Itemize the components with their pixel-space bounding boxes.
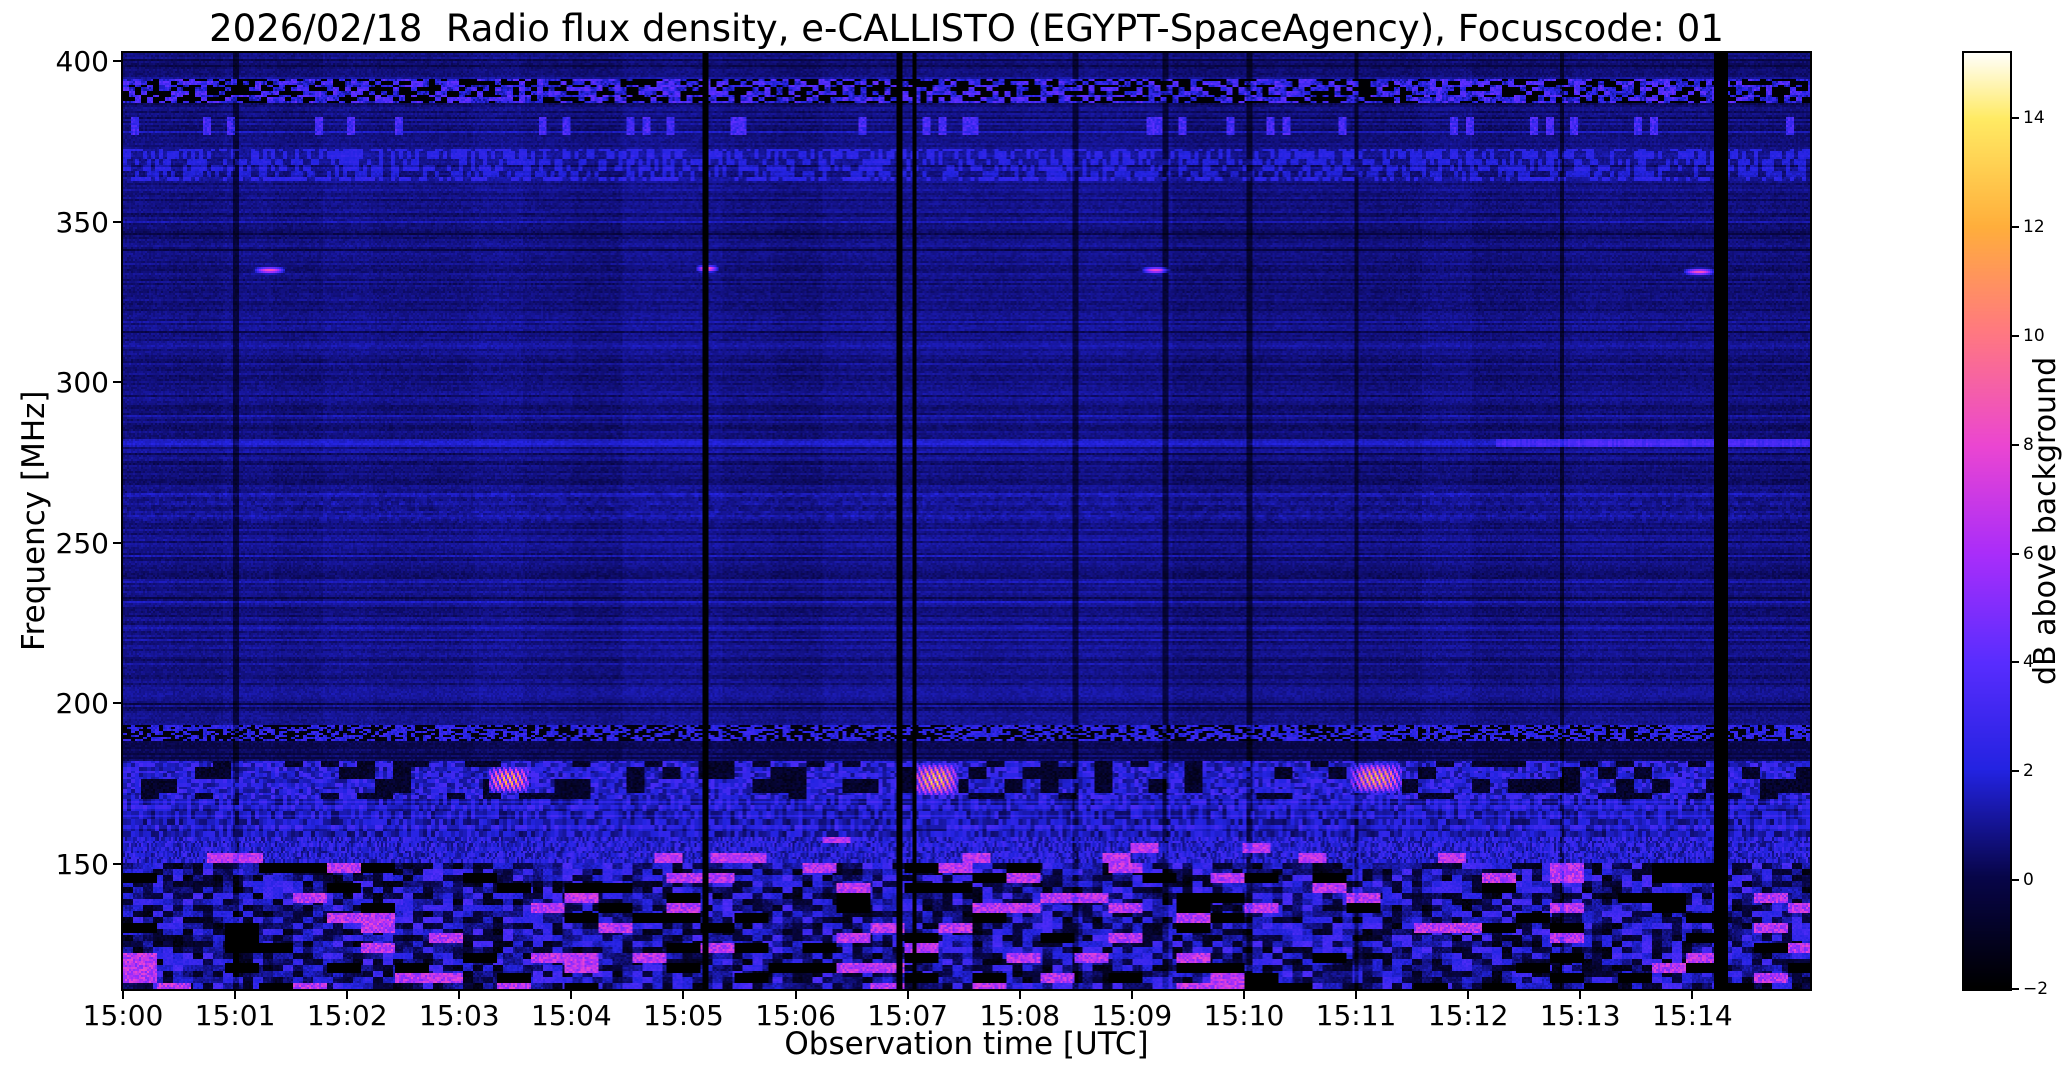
x-tick-mark: [1691, 991, 1694, 999]
x-tick-label: 15:06: [755, 999, 836, 1032]
y-tick-label: 250: [55, 526, 109, 560]
y-tick-mark: [113, 381, 121, 384]
y-tick-mark: [113, 60, 121, 63]
y-tick-label: 200: [55, 687, 109, 721]
x-tick-label: 15:01: [194, 999, 276, 1032]
y-tick-label: 150: [55, 847, 109, 881]
colorbar-tick-mark: [2012, 879, 2019, 882]
colorbar-tick-mark: [2012, 988, 2019, 990]
colorbar: [1964, 53, 2010, 989]
colorbar-tick-mark: [2012, 443, 2019, 446]
spectrogram-canvas: [123, 53, 1810, 989]
x-tick-label: 15:12: [1427, 999, 1509, 1032]
colorbar-tick-label: 10: [2023, 325, 2045, 346]
x-tick-label: 15:02: [306, 999, 388, 1032]
x-tick-label: 15:04: [531, 999, 612, 1032]
x-tick-mark: [794, 991, 797, 999]
x-tick-mark: [682, 991, 685, 999]
x-tick-label: 15:10: [1203, 999, 1285, 1032]
colorbar-tick-label: 4: [2023, 652, 2034, 673]
colorbar-tick-label: 0: [2023, 870, 2034, 891]
y-tick-mark: [113, 862, 121, 865]
x-tick-mark: [1355, 991, 1358, 999]
colorbar-tick-mark: [2012, 334, 2019, 337]
colorbar-tick-label: 8: [2023, 434, 2034, 455]
colorbar-label: dB above background: [2028, 356, 2063, 686]
y-tick-mark: [113, 541, 121, 544]
colorbar-tick-label: 14: [2023, 108, 2045, 129]
x-tick-mark: [1242, 991, 1245, 999]
x-tick-label: 15:07: [867, 999, 948, 1032]
x-tick-label: 15:14: [1651, 999, 1733, 1032]
x-tick-mark: [122, 991, 124, 999]
colorbar-tick-label: 2: [2023, 761, 2034, 782]
colorbar-tick-mark: [2012, 661, 2019, 664]
y-tick-label: 350: [55, 205, 109, 239]
x-tick-label: 15:08: [979, 999, 1061, 1032]
x-tick-label: 15:13: [1539, 999, 1621, 1032]
colorbar-tick-mark: [2012, 117, 2019, 120]
x-tick-mark: [1467, 991, 1470, 999]
x-tick-mark: [234, 991, 237, 999]
x-tick-mark: [1130, 991, 1133, 999]
x-tick-mark: [1018, 991, 1021, 999]
colorbar-tick-mark: [2012, 770, 2019, 773]
x-tick-mark: [570, 991, 573, 999]
colorbar-tick-mark: [2012, 552, 2019, 555]
y-tick-mark: [113, 220, 121, 223]
x-tick-label: 15:03: [418, 999, 500, 1032]
x-tick-mark: [346, 991, 349, 999]
x-axis-label: Observation time [UTC]: [784, 1026, 1149, 1062]
x-tick-label: 15:11: [1315, 999, 1397, 1032]
x-tick-label: 15:09: [1091, 999, 1173, 1032]
y-tick-label: 400: [55, 45, 109, 79]
colorbar-tick-label: 6: [2023, 543, 2034, 564]
colorbar-tick-label: 12: [2023, 217, 2045, 238]
x-tick-label: 15:00: [82, 999, 164, 1032]
colorbar-tick-label: −2: [2023, 979, 2049, 999]
x-tick-mark: [906, 991, 909, 999]
y-tick-label: 300: [55, 366, 109, 400]
x-tick-mark: [458, 991, 461, 999]
colorbar-tick-mark: [2012, 226, 2019, 229]
x-tick-mark: [1579, 991, 1582, 999]
y-tick-mark: [113, 702, 121, 705]
x-tick-label: 15:05: [643, 999, 724, 1032]
chart-title: 2026/02/18 Radio flux density, e-CALLIST…: [209, 7, 1724, 50]
